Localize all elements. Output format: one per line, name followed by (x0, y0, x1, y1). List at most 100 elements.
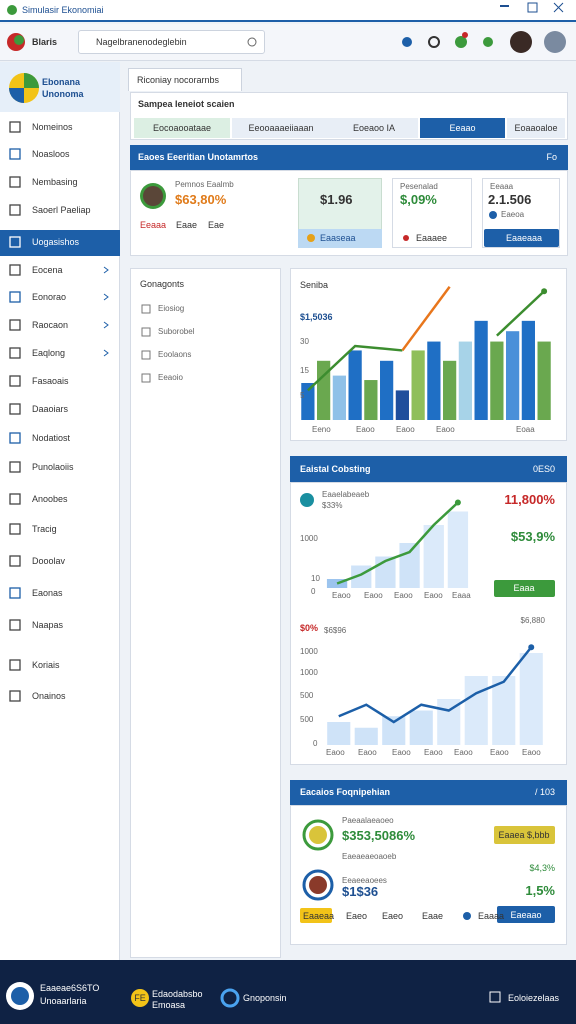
x-tick-label: Eaoo (326, 748, 345, 757)
search-box[interactable] (78, 30, 265, 54)
nav-item[interactable]: Saoerl Paeliap (32, 205, 91, 215)
action-button[interactable] (494, 580, 555, 597)
avatar[interactable] (544, 31, 566, 53)
row-note: Eaeaeaeoaoeb (342, 852, 397, 861)
workspace-tab-label[interactable]: Eeaao (449, 123, 476, 133)
nav-item[interactable]: Noasloos (32, 149, 70, 159)
workspace-tab[interactable] (134, 118, 230, 138)
footer-section: Edaodabsbo (152, 989, 203, 999)
action-button[interactable] (497, 906, 555, 923)
footer-action[interactable]: Eoloiezelaas (508, 993, 560, 1003)
toolbar-icon[interactable] (483, 37, 493, 47)
nav-icon (9, 347, 21, 359)
footer-icon[interactable] (489, 991, 501, 1003)
row-tag: Eaaea $,bbb (498, 830, 550, 840)
bar (332, 375, 346, 420)
nav-item[interactable]: Punolaoiis (32, 462, 74, 472)
avatar[interactable] (510, 31, 532, 53)
nav-item[interactable]: Naapas (32, 620, 64, 630)
x-tick-label: Eaoo (454, 748, 473, 757)
nav-item[interactable]: Nomeinos (32, 122, 73, 132)
footer-icon[interactable] (220, 988, 240, 1008)
nav-icon (9, 403, 21, 415)
workspace-tab-label[interactable]: Eoeaoo IA (352, 123, 396, 133)
nav-icon (9, 148, 21, 160)
nav-icon (9, 461, 21, 473)
row-value: $353,5086% (342, 828, 416, 843)
stat-card-footer (298, 229, 382, 248)
nav-item[interactable]: Eaqlong (32, 348, 66, 358)
workspace-tab[interactable] (420, 118, 505, 138)
nav-icon (9, 319, 21, 331)
workspace-tab-label[interactable]: Eeooaaaeiiaaan (248, 123, 314, 133)
search-icon[interactable] (247, 37, 257, 47)
panel-title: Eaistal Cobsting (300, 464, 371, 474)
tab[interactable] (128, 68, 242, 91)
line-end (528, 644, 535, 651)
nav-icon (9, 555, 21, 567)
nav-icon (9, 432, 21, 444)
nav-item[interactable]: Eaonas (32, 588, 63, 598)
x-tick-label: Eeno (312, 425, 331, 434)
footer-badge (131, 989, 149, 1007)
nav-item[interactable]: Nodatiost (32, 433, 71, 443)
workspace-tab[interactable] (507, 118, 565, 138)
y-tick-label: 1000 (300, 647, 318, 656)
workspace-tab[interactable] (330, 118, 418, 138)
x-tick-label: Eaoo (394, 591, 413, 600)
nav-item[interactable]: Nembasing (32, 177, 78, 187)
nav-item[interactable]: Raocaon (32, 320, 69, 330)
stat-card-button[interactable] (484, 229, 559, 247)
metric-value: 11,800% (504, 492, 555, 507)
nav-item[interactable]: Uogasishos (32, 237, 80, 247)
y-tick-label: 500 (300, 691, 314, 700)
nav-icon (9, 659, 21, 671)
nav-item[interactable]: Fasaoais (32, 376, 69, 386)
chip (300, 908, 332, 923)
sidebar-title: Ebonana (42, 77, 81, 87)
workspace-tab[interactable] (232, 118, 330, 138)
workspace-tab-label[interactable]: Eoaaoaloe (514, 123, 558, 133)
tag (494, 826, 555, 844)
status-dot (489, 211, 497, 219)
x-tick-label: Eaoo (332, 591, 351, 600)
footer-logo (11, 987, 29, 1005)
footer-link[interactable]: Gnoponsin (243, 993, 287, 1003)
nav-item[interactable]: Anoobes (32, 494, 68, 504)
nav-item[interactable]: Koriais (32, 660, 60, 670)
toolbar-icon[interactable] (455, 36, 467, 48)
nav-icon (9, 619, 21, 631)
nav-item[interactable]: Daaoiars (32, 404, 69, 414)
close[interactable] (553, 2, 564, 13)
nav-item[interactable]: Eonorao (32, 292, 67, 302)
bar (474, 320, 488, 420)
row-name: Paeaalaeaoeo (342, 816, 394, 825)
bar (521, 320, 535, 420)
search-text: Nagelbranenodeglebin (96, 37, 187, 47)
nav-icon (9, 523, 21, 535)
x-tick-label: Eoaa (516, 425, 535, 434)
chevron (103, 349, 109, 357)
nav-item[interactable]: Eocena (32, 265, 63, 275)
nav-item[interactable]: Tracig (32, 524, 57, 534)
footer-badge: FE (134, 993, 146, 1003)
x-tick-label: Eaoo (522, 748, 541, 757)
toolbar-icon[interactable] (428, 36, 440, 48)
metric-icon (300, 493, 314, 507)
y-tick-label: 0 (313, 739, 318, 748)
workspace-tab-label[interactable]: Eocoaooataae (152, 123, 212, 133)
bar (382, 716, 406, 745)
nav-item[interactable]: Onainos (32, 691, 66, 701)
profile-tag: Eeaaa (140, 220, 167, 230)
y-tick-label: 15 (300, 366, 309, 375)
toolbar-icon[interactable] (402, 37, 412, 47)
sidebar-logo (9, 88, 24, 103)
nav-item[interactable]: Dooolav (32, 556, 66, 566)
app-icon (7, 5, 17, 15)
nav-icon (9, 176, 21, 188)
y-tick-label: 1000 (300, 668, 318, 677)
metric-label: Eaaelabeaeb (322, 490, 370, 499)
metric-value: $6,880 (520, 616, 545, 625)
maximize[interactable] (527, 2, 538, 13)
minimize[interactable] (500, 5, 509, 7)
